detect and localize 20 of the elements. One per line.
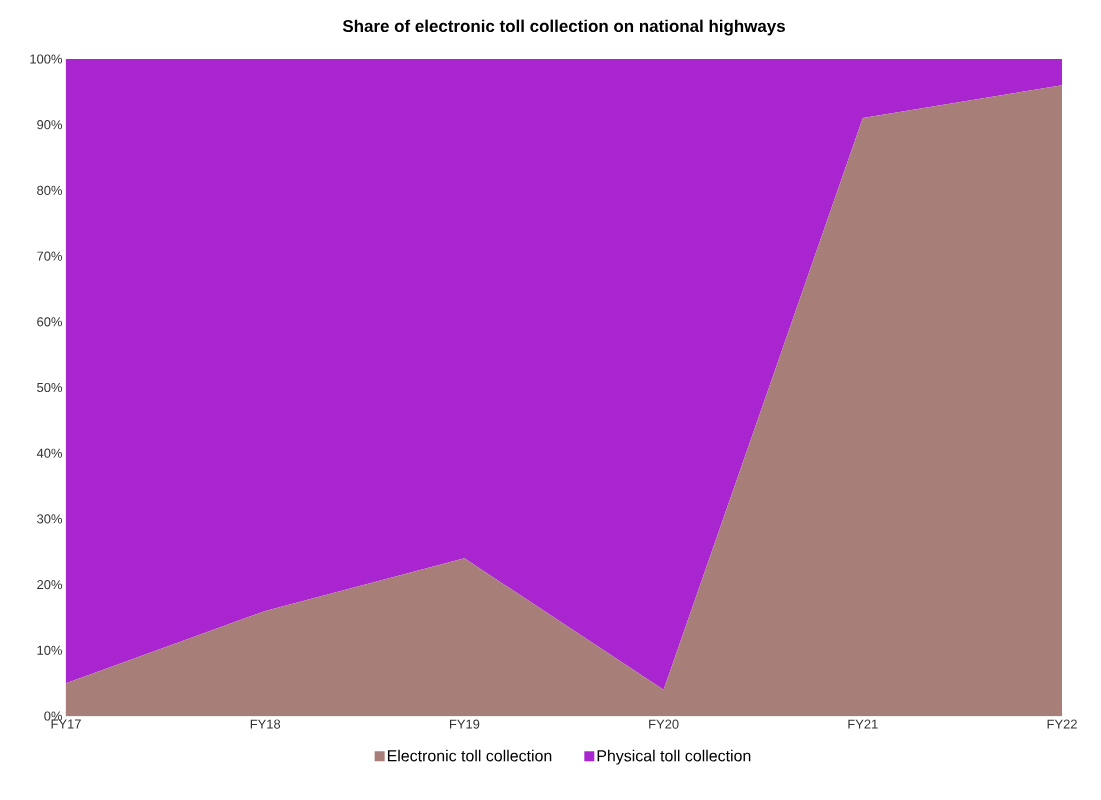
x-tick-label: FY17 bbox=[51, 719, 81, 729]
y-tick-label: 80% bbox=[37, 185, 63, 195]
x-tick-label: FY20 bbox=[649, 719, 679, 729]
y-tick-label: 50% bbox=[37, 382, 63, 393]
x-tick-label: FY19 bbox=[449, 719, 480, 729]
y-tick-label: 100% bbox=[30, 54, 63, 64]
y-tick-label: 20% bbox=[37, 580, 63, 590]
y-tick-label: 30% bbox=[37, 514, 63, 524]
y-tick-label: 60% bbox=[37, 317, 63, 327]
y-tick-label: 90% bbox=[37, 120, 63, 130]
x-tick-label: FY18 bbox=[250, 719, 281, 729]
chart-title: Share of electronic toll collection on national highways bbox=[342, 19, 785, 36]
y-tick-label: 10% bbox=[37, 645, 63, 655]
y-tick-label: 0% bbox=[44, 711, 63, 721]
legend-label: Physical toll collection bbox=[597, 749, 751, 765]
y-tick-label: 40% bbox=[36, 448, 63, 458]
y-tick-label: 70% bbox=[37, 251, 63, 261]
legend-label: Electronic toll collection bbox=[387, 749, 552, 762]
x-tick-label: FY22 bbox=[1047, 719, 1077, 729]
x-tick-label: FY21 bbox=[848, 719, 878, 729]
